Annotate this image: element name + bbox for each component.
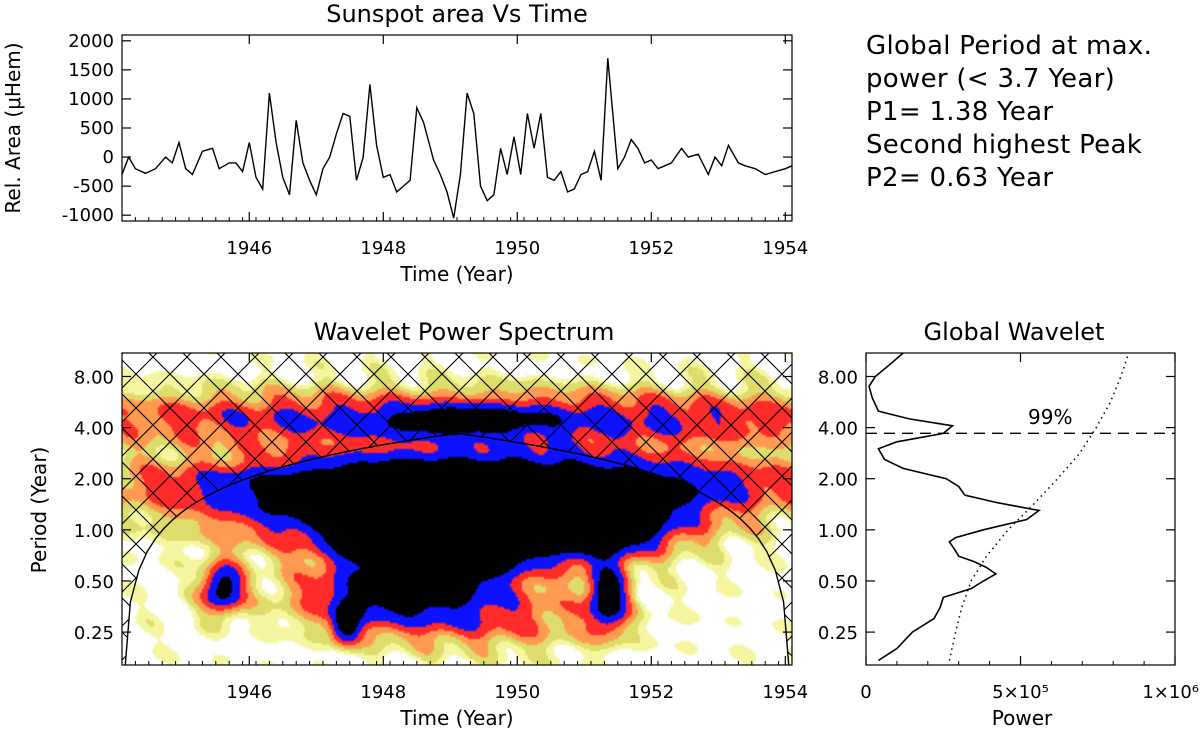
global-significance-label: 99% (1028, 405, 1072, 429)
sunspot-title: Sunspot area Vs Time (326, 0, 588, 28)
global-ytick-label: 0.50 (818, 572, 858, 593)
wavelet-ytick-label: 0.50 (74, 572, 114, 593)
wavelet-panel: Wavelet Power Spectrum 99% 99% 1946 1948 1… (27, 318, 808, 730)
global-significance-line (948, 353, 1130, 661)
global-ytick-label: 4.00 (818, 419, 858, 440)
wavelet-xtick-label: 1954 (762, 682, 808, 703)
period-annotation: Global Period at max. power (< 3.7 Year)… (866, 30, 1152, 195)
sunspot-xtick-label: 1954 (762, 238, 808, 259)
global-xlabel: Power (992, 706, 1053, 730)
cone-of-influence-hatch (122, 353, 792, 665)
sunspot-ytick-label: 0 (103, 147, 114, 168)
global-panel: Global Wavelet 99% 0 5×10⁵ 1×10⁶ 0.25 0.50 1.… (818, 318, 1199, 730)
global-xtick-label: 1×10⁶ (1142, 682, 1199, 703)
global-plot-frame (865, 352, 1176, 666)
cone-of-influence-line (124, 432, 790, 665)
sunspot-xtick-label: 1950 (494, 238, 540, 259)
sunspot-ytick-label: 1500 (68, 60, 114, 81)
global-ytick-label: 0.25 (818, 623, 858, 644)
sunspot-ytick-label: -1000 (62, 205, 114, 226)
sunspot-panel: Sunspot area Vs Time 1946 1948 1950 1952 195… (1, 0, 808, 286)
annotation-line-3: P1= 1.38 Year (866, 97, 1054, 127)
wavelet-title: Wavelet Power Spectrum (314, 318, 615, 346)
sunspot-axes: 1946 1948 1950 1952 1954 -1000 -500 0 500 1000 150… (62, 31, 809, 259)
sunspot-ytick-label: 1000 (68, 89, 114, 110)
wavelet-xtick-label: 1946 (226, 682, 272, 703)
global-ytick-label: 8.00 (818, 367, 858, 388)
wavelet-xtick-label: 1948 (360, 682, 406, 703)
wavelet-ytick-label: 8.00 (74, 367, 114, 388)
wavelet-xtick-label: 1950 (494, 682, 540, 703)
sunspot-series-line (122, 58, 792, 219)
wavelet-axes: 1946 1948 1950 1952 1954 0.25 0.50 1.00 2.00 4.00… (74, 353, 808, 703)
global-xtick-label: 0 (860, 682, 871, 703)
annotation-line-1: Global Period at max. (866, 31, 1153, 61)
global-xtick-label: 5×10⁵ (992, 682, 1049, 703)
sunspot-ytick-label: 500 (80, 118, 114, 139)
annotation-line-4: Second highest Peak (866, 130, 1143, 160)
global-ytick-label: 1.00 (818, 521, 858, 542)
sunspot-xtick-label: 1952 (628, 238, 674, 259)
significance-label-b: 99% (503, 492, 543, 513)
wavelet-ytick-label: 0.25 (74, 623, 114, 644)
sunspot-ytick-label: -500 (73, 176, 114, 197)
sunspot-xtick-label: 1948 (360, 238, 406, 259)
wavelet-xtick-label: 1952 (628, 682, 674, 703)
annotation-line-5: P2= 0.63 Year (866, 163, 1054, 193)
wavelet-ytick-label: 1.00 (74, 521, 114, 542)
global-title: Global Wavelet (924, 318, 1105, 346)
wavelet-xlabel: Time (Year) (399, 706, 513, 730)
sunspot-ylabel: Rel. Area (μHem) (1, 42, 25, 213)
global-axes: 0 5×10⁵ 1×10⁶ 0.25 0.50 1.00 2.00 4.00 8.00 (818, 353, 1199, 703)
sunspot-ytick-label: 2000 (68, 31, 114, 52)
wavelet-ytick-label: 4.00 (74, 419, 114, 440)
sunspot-xtick-label: 1946 (226, 238, 272, 259)
annotation-line-2: power (< 3.7 Year) (866, 64, 1116, 94)
global-ytick-label: 2.00 (818, 470, 858, 491)
wavelet-ytick-label: 2.00 (74, 470, 114, 491)
global-power-line (868, 353, 1041, 662)
sunspot-xlabel: Time (Year) (399, 262, 513, 286)
wavelet-ylabel: Period (Year) (27, 447, 51, 574)
